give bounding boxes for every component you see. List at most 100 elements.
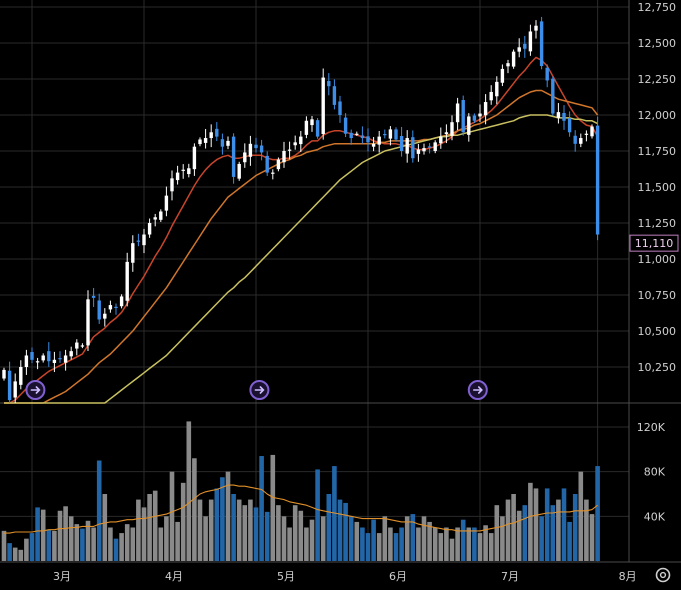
candlesticks — [2, 16, 600, 403]
volume-bar — [52, 530, 57, 561]
event-marker[interactable] — [467, 380, 488, 400]
ma-line-volume-ma — [4, 484, 598, 534]
candle-body — [461, 100, 465, 133]
volume-bar — [214, 488, 220, 561]
volume-bar — [556, 499, 561, 561]
volume-bar — [208, 499, 214, 561]
volume-bar — [12, 547, 18, 561]
candle-body — [511, 51, 516, 67]
candle-body — [125, 261, 129, 301]
volume-bar — [248, 499, 253, 561]
volume-bar — [427, 521, 432, 561]
volume-bar — [270, 454, 276, 561]
volume-bar — [141, 507, 147, 561]
volume-bar — [236, 499, 242, 561]
candle-body — [551, 78, 555, 114]
volume-bar — [421, 516, 427, 561]
candle-body — [103, 313, 107, 319]
volume-bar — [147, 494, 152, 561]
candle-body — [136, 240, 141, 242]
volume-bar — [292, 505, 298, 561]
candle-body — [215, 128, 219, 137]
candle-body — [483, 102, 488, 116]
candle-body — [495, 81, 499, 97]
volume-bar — [46, 529, 52, 561]
volume-bar — [197, 499, 203, 561]
volume-bars — [1, 421, 600, 561]
candle-body — [573, 135, 577, 144]
volume-bar — [438, 533, 444, 561]
event-marker[interactable] — [249, 380, 270, 400]
candle-body — [343, 117, 348, 134]
volume-bar — [477, 533, 483, 561]
candle-body — [248, 143, 253, 157]
candle-body — [394, 129, 398, 140]
candle-body — [422, 148, 426, 152]
price-tick-label: 12,500 — [638, 37, 677, 50]
volume-bar — [108, 527, 113, 561]
event-markers[interactable] — [25, 380, 488, 400]
candle-body — [528, 31, 533, 52]
candle-body — [153, 217, 157, 220]
event-arrow — [473, 386, 483, 394]
candle-body — [80, 345, 85, 347]
candle-body — [187, 168, 191, 175]
volume-bar — [393, 533, 399, 561]
volume-bar — [91, 527, 96, 561]
candle-body — [63, 355, 68, 363]
event-marker[interactable] — [25, 380, 46, 400]
volume-bar — [169, 471, 175, 561]
volume-bar — [186, 421, 192, 561]
candle-body — [108, 305, 113, 310]
month-label: 5月 — [277, 570, 295, 583]
volume-bar — [572, 494, 578, 561]
candle-body — [584, 133, 589, 135]
candle-body — [86, 299, 90, 346]
month-label: 7月 — [501, 570, 519, 583]
volume-bar — [315, 469, 320, 561]
candle-body — [259, 145, 264, 153]
candle-body — [243, 152, 247, 163]
price-tick-label: 12,000 — [638, 109, 677, 122]
candle-body — [237, 163, 241, 179]
volume-bar — [539, 516, 544, 561]
candle-body — [276, 159, 281, 170]
month-label: 4月 — [165, 570, 183, 583]
candle-body — [478, 113, 482, 117]
month-label: 8月 — [619, 570, 637, 583]
volume-bar — [511, 494, 516, 561]
price-tick-label: 11,250 — [638, 217, 677, 230]
price-tick-label: 12,750 — [638, 1, 677, 14]
settings-icon[interactable] — [655, 567, 671, 583]
price-tick-label: 11,750 — [638, 145, 677, 158]
volume-bar — [500, 516, 505, 561]
candle-body — [19, 367, 23, 385]
price-tick-label: 12,250 — [638, 73, 677, 86]
candle-body — [41, 355, 45, 361]
volume-bar — [376, 533, 382, 561]
volume-bar — [432, 527, 438, 561]
candle-body — [7, 370, 12, 401]
volume-bar — [444, 527, 449, 561]
price-tick-label: 10,500 — [638, 325, 677, 338]
volume-bar — [472, 527, 477, 561]
candle-body — [30, 352, 34, 360]
candle-body — [332, 86, 337, 105]
candle-body — [315, 120, 320, 137]
candle-body — [47, 351, 51, 362]
candle-body — [450, 122, 454, 136]
volume-bar — [309, 519, 315, 561]
volume-bar — [35, 507, 40, 561]
candle-body — [287, 149, 292, 151]
price-tick-label: 11,000 — [638, 253, 677, 266]
candle-body — [338, 101, 342, 115]
candle-body — [517, 47, 521, 52]
settings-button[interactable] — [655, 567, 671, 583]
candle-body — [405, 138, 409, 154]
candle-body — [58, 358, 62, 360]
candle-body — [399, 136, 404, 151]
volume-bar — [382, 516, 388, 561]
volume-bar — [595, 466, 600, 561]
candle-body — [13, 381, 17, 398]
